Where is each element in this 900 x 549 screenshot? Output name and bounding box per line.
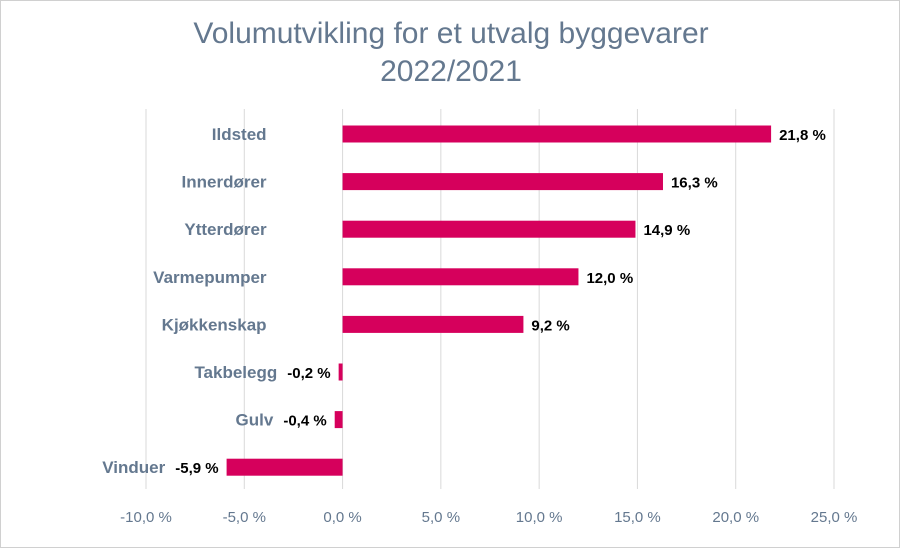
bar [342, 173, 663, 191]
data-label: -0,4 % [283, 413, 326, 430]
category-label: Ytterdører [184, 220, 267, 239]
x-tick-label: 5,0 % [422, 509, 460, 526]
category-label: Kjøkkenskap [162, 315, 267, 334]
bar [338, 363, 343, 381]
bar [342, 220, 636, 238]
x-tick-label: -5,0 % [223, 509, 266, 526]
category-label: Innerdører [182, 173, 267, 192]
bar [342, 268, 579, 286]
x-tick-label: 0,0 % [323, 509, 361, 526]
data-label: -0,2 % [287, 365, 330, 382]
x-tick-label: 25,0 % [811, 509, 858, 526]
data-label: 14,9 % [643, 222, 690, 239]
data-label: 21,8 % [779, 127, 826, 144]
bar [334, 411, 343, 429]
bar [342, 125, 772, 143]
data-label: 16,3 % [671, 175, 718, 192]
bar [226, 458, 343, 476]
data-label: 9,2 % [531, 317, 569, 334]
x-tick-label: -10,0 % [120, 509, 172, 526]
x-tick-label: 10,0 % [516, 509, 563, 526]
data-label: 12,0 % [586, 270, 633, 287]
category-label: Gulv [236, 411, 274, 430]
category-label: Takbelegg [194, 363, 277, 382]
chart-title-line-1: Volumutvikling for et utvalg byggevarer [193, 17, 709, 50]
x-tick-label: 15,0 % [614, 509, 661, 526]
x-tick-label: 20,0 % [712, 509, 759, 526]
category-label: Ildsted [212, 125, 267, 144]
category-label: Vinduer [102, 458, 165, 477]
data-label: -5,9 % [175, 460, 218, 477]
bar [342, 315, 524, 333]
category-label: Varmepumper [153, 268, 267, 287]
chart-title-line-2: 2022/2021 [380, 55, 522, 88]
chart-title: Volumutvikling for et utvalg byggevarer … [1, 15, 900, 91]
